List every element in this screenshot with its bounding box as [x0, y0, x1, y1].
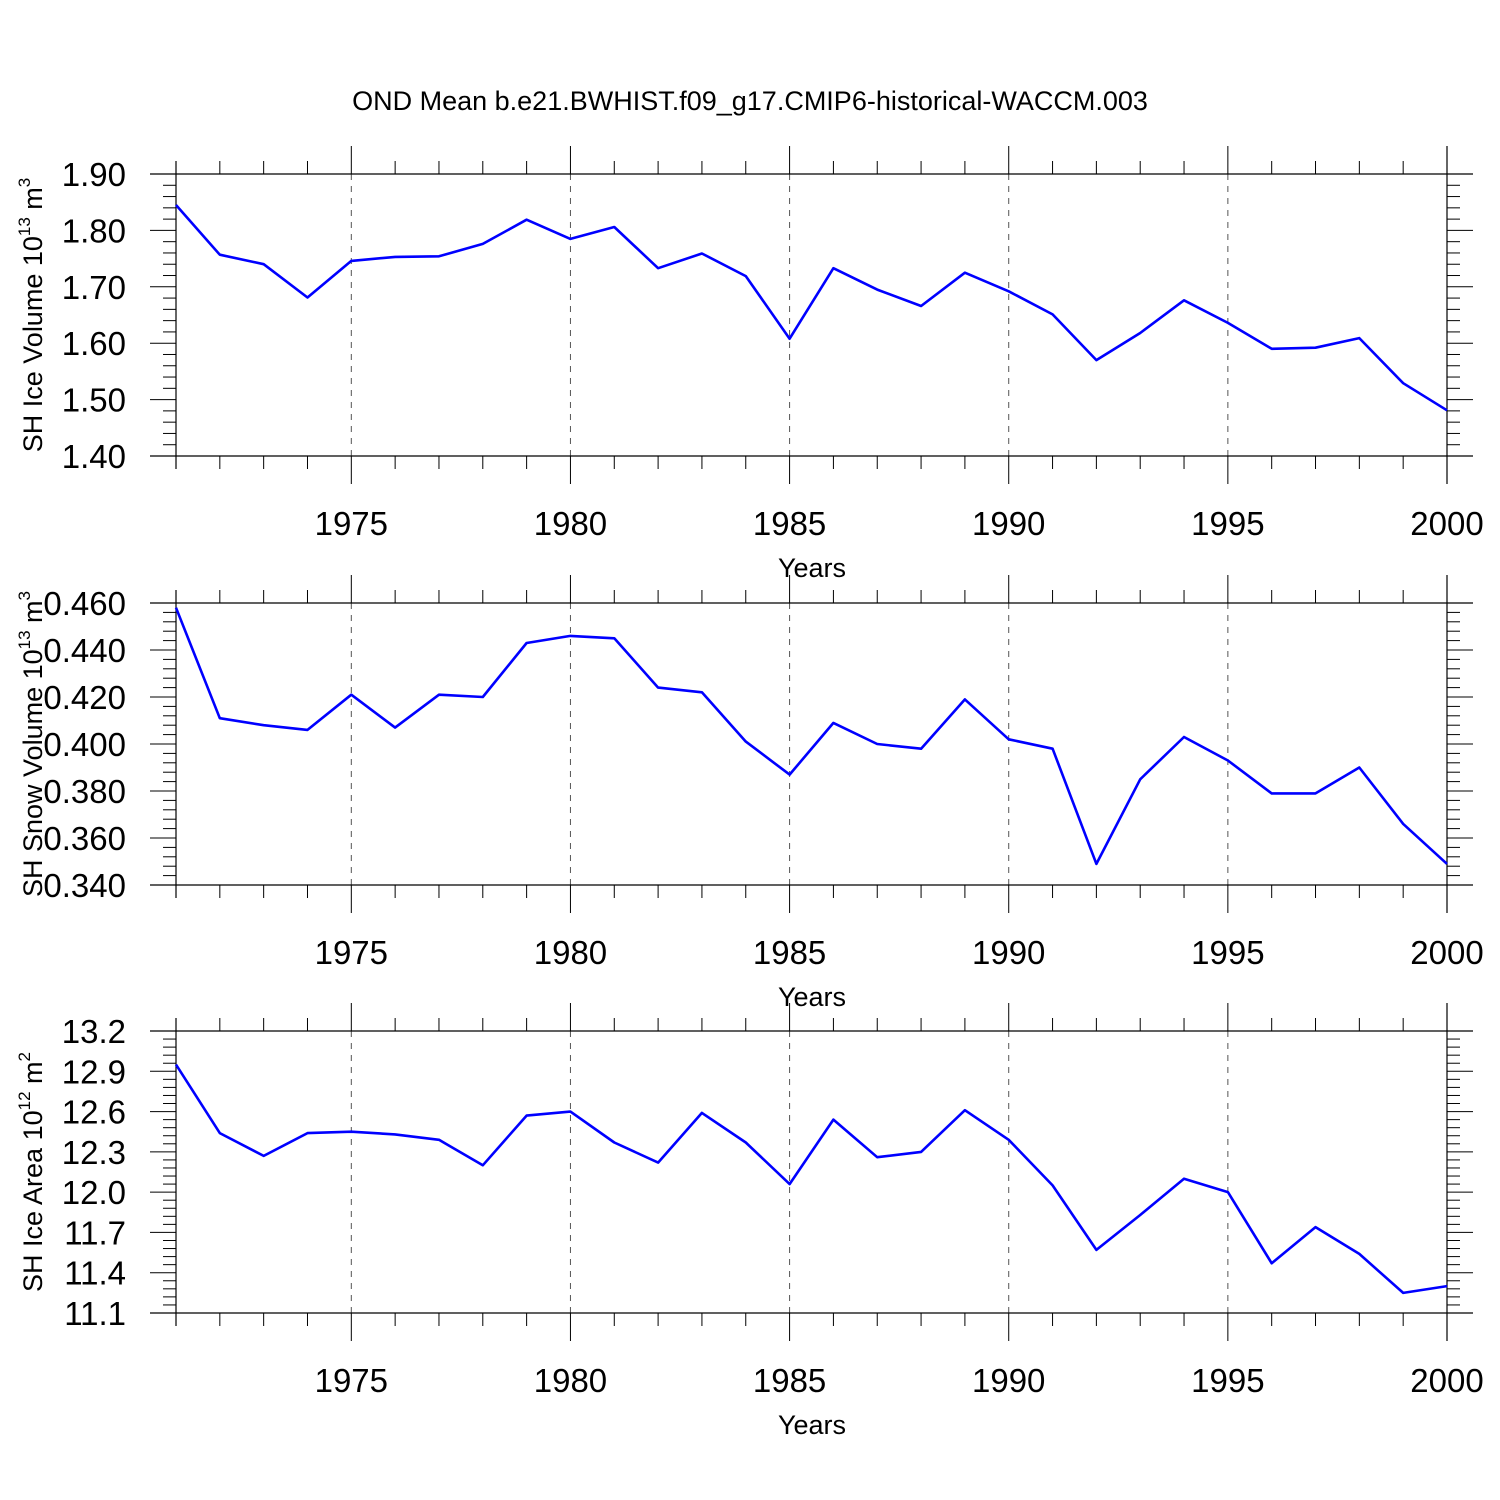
y-axis-label-unit: m [18, 187, 48, 217]
x-tick-label: 1990 [972, 934, 1045, 971]
x-tick-label: 2000 [1410, 505, 1483, 542]
x-tick-label: 1980 [534, 505, 607, 542]
x-tick-label: 1985 [753, 505, 826, 542]
y-axis-label-unit: m [18, 1061, 48, 1091]
y-tick-label: 11.4 [64, 1255, 126, 1292]
y-tick-label: 0.440 [43, 632, 126, 669]
y-tick-label: 0.380 [43, 773, 126, 810]
y-tick-label: 1.90 [62, 156, 126, 193]
y-tick-label: 1.40 [62, 438, 126, 475]
y-tick-label: 0.340 [43, 867, 126, 904]
x-tick-label: 2000 [1410, 934, 1483, 971]
x-tick-label: 1995 [1191, 1362, 1264, 1399]
y-axis-label-exponent: 13 [15, 630, 34, 649]
y-tick-label: 12.9 [62, 1053, 126, 1090]
y-axis-label: SH Snow Volume 1013 m3 [15, 591, 48, 897]
x-tick-label: 2000 [1410, 1362, 1483, 1399]
y-axis-label-exponent: 13 [15, 217, 34, 236]
x-tick-label: 1975 [315, 934, 388, 971]
panel-1: 1.40 1.50 1.60 1.70 1.80 1.90 1975 1980 1985 1990… [15, 146, 1484, 583]
y-axis-label-unit-exponent: 3 [15, 591, 34, 600]
y-tick-label: 0.400 [43, 726, 126, 763]
y-tick-label: 12.6 [62, 1094, 126, 1131]
panels: 1.40 1.50 1.60 1.70 1.80 1.90 1975 1980 1985 1990… [15, 146, 1484, 1440]
y-tick-label: 12.3 [62, 1134, 126, 1171]
series-line [174, 1063, 1448, 1295]
y-tick-label: 1.60 [62, 325, 126, 362]
y-tick-label: 1.80 [62, 212, 126, 249]
y-tick-label: 11.7 [64, 1214, 126, 1251]
y-tick-label: 1.70 [62, 269, 126, 306]
panel-3: 11.111.4 11.712.012.312.6 12.913.2 1975 1980… [15, 1003, 1484, 1440]
y-axis-label-unit: m [18, 600, 48, 630]
y-axis-label-text: SH Snow Volume 10 [18, 649, 48, 897]
x-tick-label: 1975 [315, 1362, 388, 1399]
x-axis-label: Years [778, 982, 846, 1012]
y-tick-label: 0.360 [43, 820, 126, 857]
x-tick-label: 1985 [753, 934, 826, 971]
panel-2: 0.340 0.360 0.380 0.400 0.420 0.440 0.460 1975 1… [15, 575, 1484, 1012]
x-axis-label: Years [778, 553, 846, 583]
x-tick-label: 1980 [534, 1362, 607, 1399]
y-tick-label: 13.2 [62, 1013, 126, 1050]
chart-title: OND Mean b.e21.BWHIST.f09_g17.CMIP6-hist… [352, 86, 1148, 116]
y-axis-label-unit-exponent: 2 [15, 1052, 34, 1061]
y-tick-label: 0.460 [43, 585, 126, 622]
series-line [175, 204, 1448, 412]
x-tick-label: 1980 [534, 934, 607, 971]
y-axis-label: SH Ice Volume 1013 m3 [15, 178, 48, 453]
x-tick-label: 1985 [753, 1362, 826, 1399]
x-tick-label: 1995 [1191, 934, 1264, 971]
y-axis-label-text: SH Ice Area 10 [18, 1110, 48, 1292]
y-axis-label-exponent: 12 [15, 1091, 34, 1110]
x-tick-label: 1995 [1191, 505, 1264, 542]
x-tick-label: 1990 [972, 505, 1045, 542]
series-line [174, 607, 1448, 866]
y-tick-label: 12.0 [62, 1174, 126, 1211]
x-axis-label: Years [778, 1410, 846, 1440]
y-tick-label: 11.1 [64, 1295, 126, 1332]
y-axis-label-text: SH Ice Volume 10 [18, 236, 48, 452]
x-tick-label: 1975 [315, 505, 388, 542]
y-axis-label: SH Ice Area 1012 m2 [15, 1052, 48, 1292]
x-tick-label: 1990 [972, 1362, 1045, 1399]
y-axis-label-unit-exponent: 3 [15, 178, 34, 187]
y-tick-label: 1.50 [62, 382, 126, 419]
y-tick-label: 0.420 [43, 679, 126, 716]
